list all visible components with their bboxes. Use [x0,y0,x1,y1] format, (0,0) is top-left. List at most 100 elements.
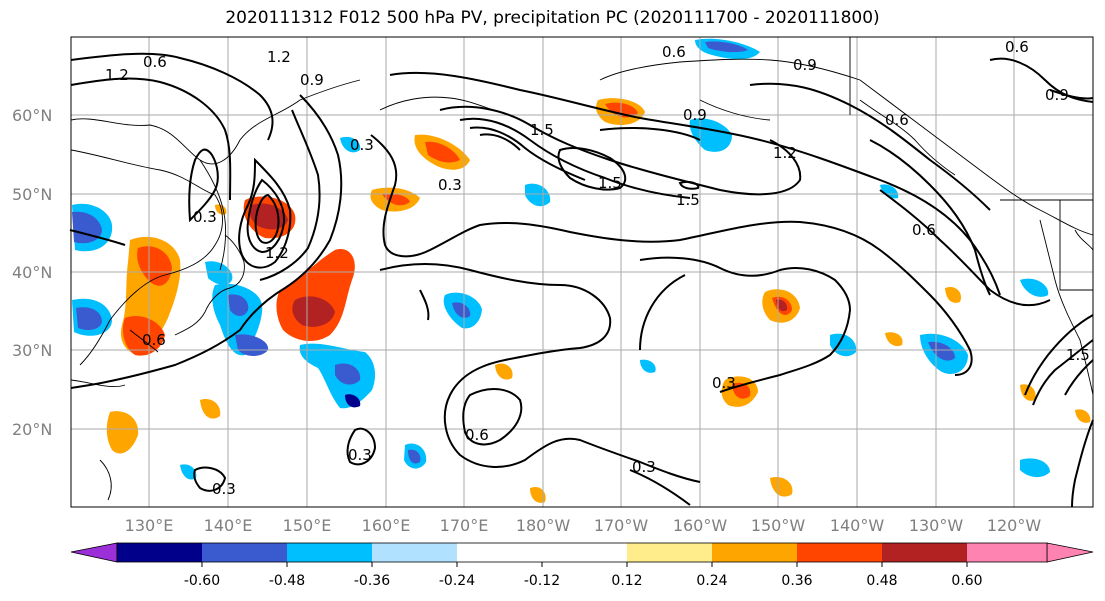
latitude-axis: 60°N 50°N 40°N 30°N 20°N [12,106,52,439]
lon-label: 130°W [909,516,964,535]
colorbar-extend-right [1046,542,1094,563]
contour-label: 0.6 [143,53,167,71]
contour-label: 0.6 [142,331,166,349]
colorbar-extend-left [70,542,118,563]
lat-label: 40°N [12,263,52,282]
contour-label: 0.6 [465,426,489,444]
precip-blob [1020,384,1036,401]
precip-blob [408,449,421,464]
precip-blob [640,359,656,373]
contour-label: 0.9 [300,71,324,89]
precip-blob [885,332,903,347]
coastlines [70,37,1094,501]
lat-label: 60°N [12,106,52,125]
contour-label: 1.5 [530,121,554,139]
colorbar-segment [542,543,627,562]
lon-label: 140°W [830,516,885,535]
contour-label: 0.6 [1005,38,1029,56]
precip-blob [770,476,793,497]
colorbar-segment [712,543,797,562]
contour-label: 0.6 [885,111,909,129]
colorbar-tick-label: 0.12 [611,573,642,589]
colorbar-tick-label: -0.24 [439,573,475,589]
precip-shading [72,38,1091,503]
colorbar: -0.60 -0.48 -0.36 -0.24 -0.12 0.12 0.24 … [70,542,1094,589]
contour-label: 0.3 [212,480,236,498]
precip-blob [425,141,460,163]
contour-labels: 0.6 1.2 0.9 1.2 0.3 1.5 1.5 1.5 1.2 0.9 … [105,38,1090,498]
contour-label: 0.3 [193,208,217,226]
lon-label: 170°E [440,516,489,535]
lat-label: 20°N [12,420,52,439]
precip-blob [180,464,197,480]
colorbar-tick-label: 0.36 [781,573,812,589]
colorbar-tick-label: -0.36 [354,573,390,589]
precip-blob [452,302,471,318]
lon-label: 180°W [516,516,571,535]
lon-label: 160°E [362,516,411,535]
precip-blob [530,486,546,503]
precip-blob [345,394,361,408]
contour-label: 1.2 [105,66,129,84]
lon-label: 140°E [204,516,253,535]
contour-label: 0.9 [683,106,707,124]
map-title: 2020111312 F012 500 hPa PV, precipitatio… [225,8,880,28]
precip-blob [235,334,269,356]
colorbar-frame [116,542,1048,563]
lat-label: 50°N [12,185,52,204]
precip-blob [776,299,788,312]
contour-label: 0.3 [348,446,372,464]
lon-label: 150°W [751,516,806,535]
lon-label: 170°W [594,516,649,535]
colorbar-segment [627,543,712,562]
colorbar-segment [117,543,202,562]
lon-label: 160°W [673,516,728,535]
lon-label: 130°E [125,516,174,535]
contour-label: 1.5 [598,174,622,192]
precip-blob [122,315,165,356]
contour-label: 1.2 [267,48,291,66]
longitude-axis: 130°E 140°E 150°E 160°E 170°E 180°W 170°… [125,516,1042,535]
contour-label: 0.6 [662,43,686,61]
contour-label: 1.5 [1066,346,1090,364]
colorbar-tick-label: 0.60 [951,573,982,589]
precip-blob [830,333,857,357]
precip-blob [292,296,335,327]
colorbar-segment [882,543,967,562]
colorbar-segment [372,543,457,562]
contour-label: 1.2 [265,244,289,262]
precip-blob [228,294,249,316]
contour-label: 0.9 [793,56,817,74]
precip-blob [205,261,233,285]
contour-label: 0.3 [438,176,462,194]
colorbar-tick-label: -0.60 [184,573,220,589]
precip-blob [1020,458,1050,478]
precip-blob [495,363,513,380]
precip-blob [1075,409,1091,423]
precip-blob [382,193,410,206]
precip-blob [76,307,102,330]
plot-frame [70,36,1094,508]
precip-blob [200,399,221,419]
precip-blob [335,363,361,385]
lat-label: 30°N [12,341,52,360]
contour-label: 1.2 [773,144,797,162]
pv-contours [69,52,1094,508]
precip-blob [705,41,748,53]
precip-blob [928,341,955,361]
precip-blob [880,184,899,199]
colorbar-tick-label: -0.48 [269,573,305,589]
colorbar-segment [457,543,542,562]
precip-blob [1020,278,1049,297]
colorbar-segment [797,543,882,562]
precip-blob [945,286,961,303]
contour-label: 0.3 [632,458,656,476]
contour-label: 1.5 [676,191,700,209]
colorbar-tick-label: -0.12 [524,573,560,589]
colorbar-tick-label: 0.48 [866,573,897,589]
contour-label: 0.3 [350,136,374,154]
contour-label: 0.3 [712,374,736,392]
colorbar-segment [967,543,1047,562]
colorbar-segment [287,543,372,562]
colorbar-tick-label: 0.24 [696,573,727,589]
